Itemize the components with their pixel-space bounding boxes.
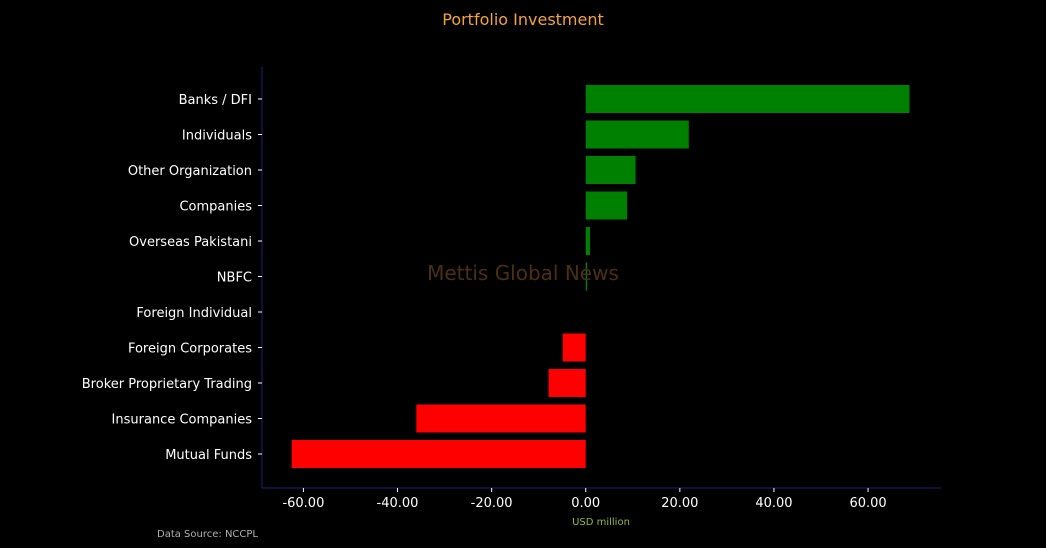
- x-tick-label: -20.00: [471, 496, 513, 511]
- y-tick-label: Foreign Individual: [136, 306, 252, 321]
- y-tick-label: Banks / DFI: [179, 93, 252, 108]
- x-tick-label: -40.00: [377, 496, 419, 511]
- x-tick-label: 40.00: [755, 496, 792, 511]
- y-tick-label: Broker Proprietary Trading: [82, 377, 252, 392]
- y-tick-label: Foreign Corporates: [128, 342, 252, 357]
- bar: [416, 404, 586, 433]
- bar: [585, 156, 636, 184]
- y-tick-label: Individuals: [182, 129, 252, 144]
- y-tick-label: Overseas Pakistani: [129, 235, 252, 250]
- x-tick-label: 20.00: [661, 496, 698, 511]
- bar: [585, 262, 588, 291]
- x-axis-label: USD million: [572, 517, 630, 528]
- y-tick-label: NBFC: [217, 271, 252, 286]
- bar: [585, 191, 628, 220]
- bar-series: [291, 85, 910, 468]
- x-tick-label: 0.00: [571, 496, 600, 511]
- y-axis-ticks: Banks / DFI Individuals Other Organization…: [82, 93, 262, 463]
- bar: [585, 85, 910, 113]
- data-source-note: Data Source: NCCPL: [157, 529, 258, 540]
- y-tick-label: Other Organization: [128, 164, 252, 179]
- bar: [562, 333, 586, 362]
- y-tick-label: Mutual Funds: [165, 448, 252, 463]
- x-tick-label: -60.00: [282, 496, 324, 511]
- bar: [585, 120, 689, 149]
- bar: [291, 440, 586, 468]
- bar: [548, 369, 586, 397]
- watermark-text: Mettis Global News: [427, 261, 619, 285]
- x-tick-label: 60.00: [849, 496, 886, 511]
- chart-title: Portfolio Investment: [442, 10, 604, 29]
- bar: [585, 227, 590, 255]
- y-tick-label: Companies: [179, 200, 252, 215]
- y-tick-label: Insurance Companies: [112, 413, 253, 428]
- x-axis-ticks: -60.00 -40.00 -20.00 0.00 20.00 40.00 60.00: [282, 488, 887, 511]
